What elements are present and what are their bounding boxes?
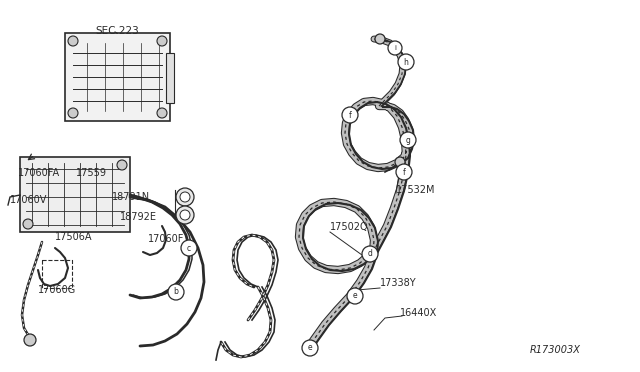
Text: 16440X: 16440X (400, 308, 437, 318)
Circle shape (398, 54, 414, 70)
Circle shape (68, 36, 78, 46)
Circle shape (117, 160, 127, 170)
Text: 17338Y: 17338Y (380, 278, 417, 288)
Text: f: f (349, 110, 351, 119)
Text: 17060G: 17060G (38, 285, 76, 295)
Text: 17502Q: 17502Q (330, 222, 369, 232)
Circle shape (396, 164, 412, 180)
Circle shape (23, 219, 33, 229)
Text: 17506A: 17506A (55, 232, 93, 242)
FancyBboxPatch shape (166, 53, 174, 103)
Text: b: b (173, 288, 179, 296)
Text: g: g (406, 135, 410, 144)
Text: c: c (187, 244, 191, 253)
Text: e: e (353, 292, 357, 301)
Circle shape (180, 210, 190, 220)
Text: d: d (367, 250, 372, 259)
Circle shape (400, 132, 416, 148)
Circle shape (157, 36, 167, 46)
FancyBboxPatch shape (20, 157, 130, 232)
Circle shape (395, 157, 405, 167)
Text: 17060FA: 17060FA (18, 168, 60, 178)
Circle shape (342, 107, 358, 123)
Text: 17060F: 17060F (148, 234, 184, 244)
Circle shape (24, 334, 36, 346)
Text: R173003X: R173003X (530, 345, 581, 355)
Circle shape (375, 34, 385, 44)
Circle shape (180, 192, 190, 202)
Circle shape (388, 41, 402, 55)
Text: f: f (403, 167, 405, 176)
Circle shape (181, 240, 197, 256)
FancyBboxPatch shape (65, 33, 170, 121)
Text: 18791N: 18791N (112, 192, 150, 202)
Text: 17559: 17559 (76, 168, 107, 178)
Circle shape (157, 108, 167, 118)
Text: e: e (308, 343, 312, 353)
Circle shape (362, 246, 378, 262)
Circle shape (68, 108, 78, 118)
Circle shape (176, 206, 194, 224)
Text: i: i (394, 45, 396, 51)
Text: 17060V: 17060V (10, 195, 47, 205)
Circle shape (168, 284, 184, 300)
Circle shape (302, 340, 318, 356)
Circle shape (176, 188, 194, 206)
Text: 18792E: 18792E (120, 212, 157, 222)
Text: h: h (404, 58, 408, 67)
Text: 17532M: 17532M (396, 185, 435, 195)
Text: SEC.223: SEC.223 (95, 26, 139, 36)
Circle shape (347, 288, 363, 304)
